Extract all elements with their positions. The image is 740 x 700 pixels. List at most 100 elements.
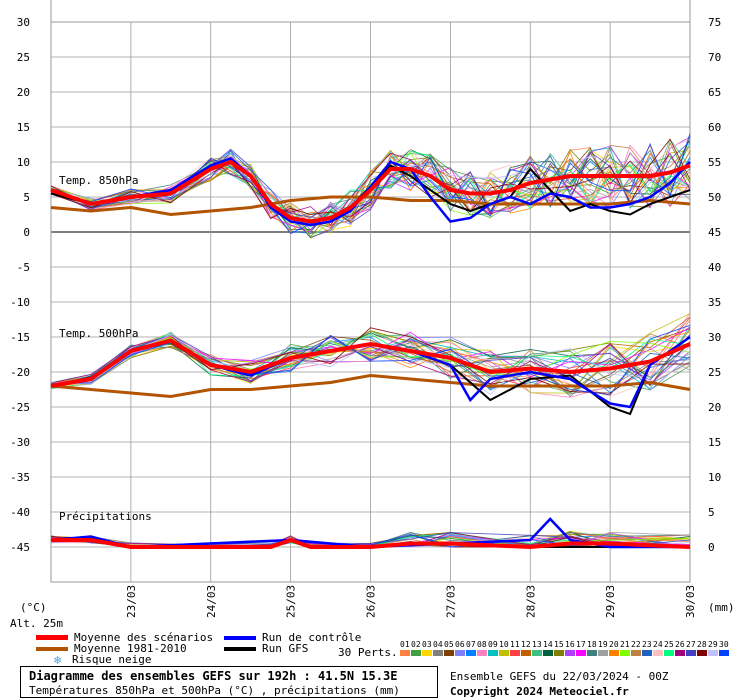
units-left: (°C) [20,601,47,614]
legend-mean: Moyenne des scénarios [36,631,213,644]
right-tick-label: 15 [708,436,721,449]
right-tick-label: 60 [708,121,721,134]
right-tick-label: 75 [708,16,721,29]
pert-number: 09 [488,640,498,649]
pert-swatch [433,650,443,656]
date-tick-label: 29/03 [604,585,617,618]
altitude-label: Alt. 25m [10,617,63,630]
pert-number: 30 [719,640,729,649]
pert-number: 12 [521,640,531,649]
pert-number: 07 [466,640,476,649]
pert-number: 25 [664,640,674,649]
date-tick-label: 24/03 [205,585,218,618]
pert-swatch [708,650,718,656]
panel-label-precip: Précipitations [59,510,152,523]
legend-snow: ❄ Risque neige [46,653,151,666]
right-tick-label: 45 [708,226,721,239]
pert-swatch [444,650,454,656]
left-tick-label: -40 [10,506,30,519]
title-box: Diagramme des ensembles GEFS sur 192h : … [20,666,438,698]
legend-control-swatch [224,635,256,640]
panel-label-t850: Temp. 850hPa [59,174,138,187]
pert-swatch [675,650,685,656]
right-tick-label: 35 [708,296,721,309]
pert-swatch [554,650,564,656]
pert-number: 21 [620,640,630,649]
pert-number: 04 [433,640,443,649]
date-tick-label: 23/03 [125,585,138,618]
pert-number: 01 [400,640,410,649]
pert-number: 27 [686,640,696,649]
right-tick-label: 40 [708,261,721,274]
left-tick-label: -35 [10,471,30,484]
mean-850-line [50,159,691,224]
pert-number: 19 [598,640,608,649]
pert-swatch [598,650,608,656]
legend-snow-label: Risque neige [72,653,152,666]
legend-mean-swatch [36,635,68,640]
pert-number: 02 [411,640,421,649]
pert-swatch [609,650,619,656]
pert-number: 03 [422,640,432,649]
pert-number: 18 [587,640,597,649]
pert-swatch [565,650,575,656]
pert-swatch [664,650,674,656]
pert-swatch [653,650,663,656]
pert-number: 29 [708,640,718,649]
legend-perts: 30 Perts. [338,646,398,659]
pert-swatch [620,650,630,656]
copyright: Copyright 2024 Meteociel.fr [450,685,629,698]
pert-swatch [455,650,465,656]
legend-perts-label: 30 Perts. [338,646,398,659]
pert-swatch [488,650,498,656]
left-tick-label: 30 [17,16,30,29]
pert-swatch [400,650,410,656]
pert-number: 15 [554,640,564,649]
pert-number: 22 [631,640,641,649]
left-tick-label: 5 [23,191,30,204]
right-tick-label: 10 [708,471,721,484]
legend-clim-swatch [36,646,68,651]
right-tick-label: 0 [708,541,715,554]
chart-subtitle: Températures 850hPa et 500hPa (°C) , pré… [29,684,400,697]
left-tick-label: -15 [10,331,30,344]
grid [50,0,691,583]
right-tick-label: 65 [708,86,721,99]
left-tick-label: -45 [10,541,30,554]
mean-500-line [50,338,691,388]
chart-title: Diagramme des ensembles GEFS sur 192h : … [29,669,398,683]
right-tick-label: 30 [708,331,721,344]
pert-swatch [631,650,641,656]
date-tick-label: 30/03 [684,585,697,618]
pert-number: 20 [609,640,619,649]
pert-number: 11 [510,640,520,649]
pert-swatch [477,650,487,656]
pert-number: 05 [444,640,454,649]
pert-swatch [587,650,597,656]
right-tick-label: 25 [708,366,721,379]
pert-number: 16 [565,640,575,649]
left-tick-label: -10 [10,296,30,309]
pert-swatch [719,650,729,656]
pert-number: 08 [477,640,487,649]
pert-number: 24 [653,640,663,649]
run-info: Ensemble GEFS du 22/03/2024 - 00Z [450,670,669,683]
legend-gfs-label: Run GFS [262,642,309,655]
right-tick-label: 70 [708,51,721,64]
date-tick-label: 25/03 [285,585,298,618]
pert-line-500 [50,328,691,387]
pert-number: 14 [543,640,553,649]
right-tick-label: 5 [708,506,715,519]
pert-line-500 [50,333,691,393]
units-right: (mm) [708,601,735,614]
pert-swatch [532,650,542,656]
left-tick-label: -5 [17,261,30,274]
panel-label-t500: Temp. 500hPa [59,327,138,340]
left-tick-label: -30 [10,436,30,449]
pert-line-500 [50,324,691,396]
pert-swatch [499,650,509,656]
pert-swatch [521,650,531,656]
pert-number: 26 [675,640,685,649]
